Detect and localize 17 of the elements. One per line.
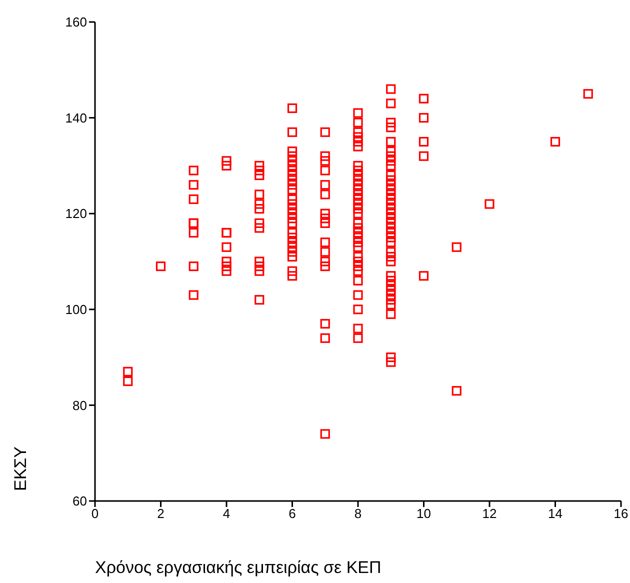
y-tick-label: 100 xyxy=(65,302,87,318)
y-tick-label: 140 xyxy=(65,110,87,126)
x-tick-label: 10 xyxy=(416,506,431,522)
x-tick-label: 6 xyxy=(288,506,296,522)
x-tick-label: 2 xyxy=(157,506,164,522)
y-tick-label: 60 xyxy=(72,494,87,509)
y-axis-title: ΕΚΣΥ xyxy=(11,446,30,491)
y-tick-label: 80 xyxy=(72,398,87,413)
x-tick-label: 16 xyxy=(614,506,628,522)
x-tick-label: 12 xyxy=(482,506,497,522)
y-tick-label: 160 xyxy=(65,14,87,30)
x-tick-label: 8 xyxy=(354,506,362,522)
y-tick-label: 120 xyxy=(65,206,87,222)
x-tick-label: 14 xyxy=(548,506,562,522)
x-tick-label: 0 xyxy=(91,506,99,522)
x-axis-title: Χρόνος εργασιακής εμπειρίας σε ΚΕΠ xyxy=(95,558,382,577)
x-tick-label: 4 xyxy=(222,506,230,522)
